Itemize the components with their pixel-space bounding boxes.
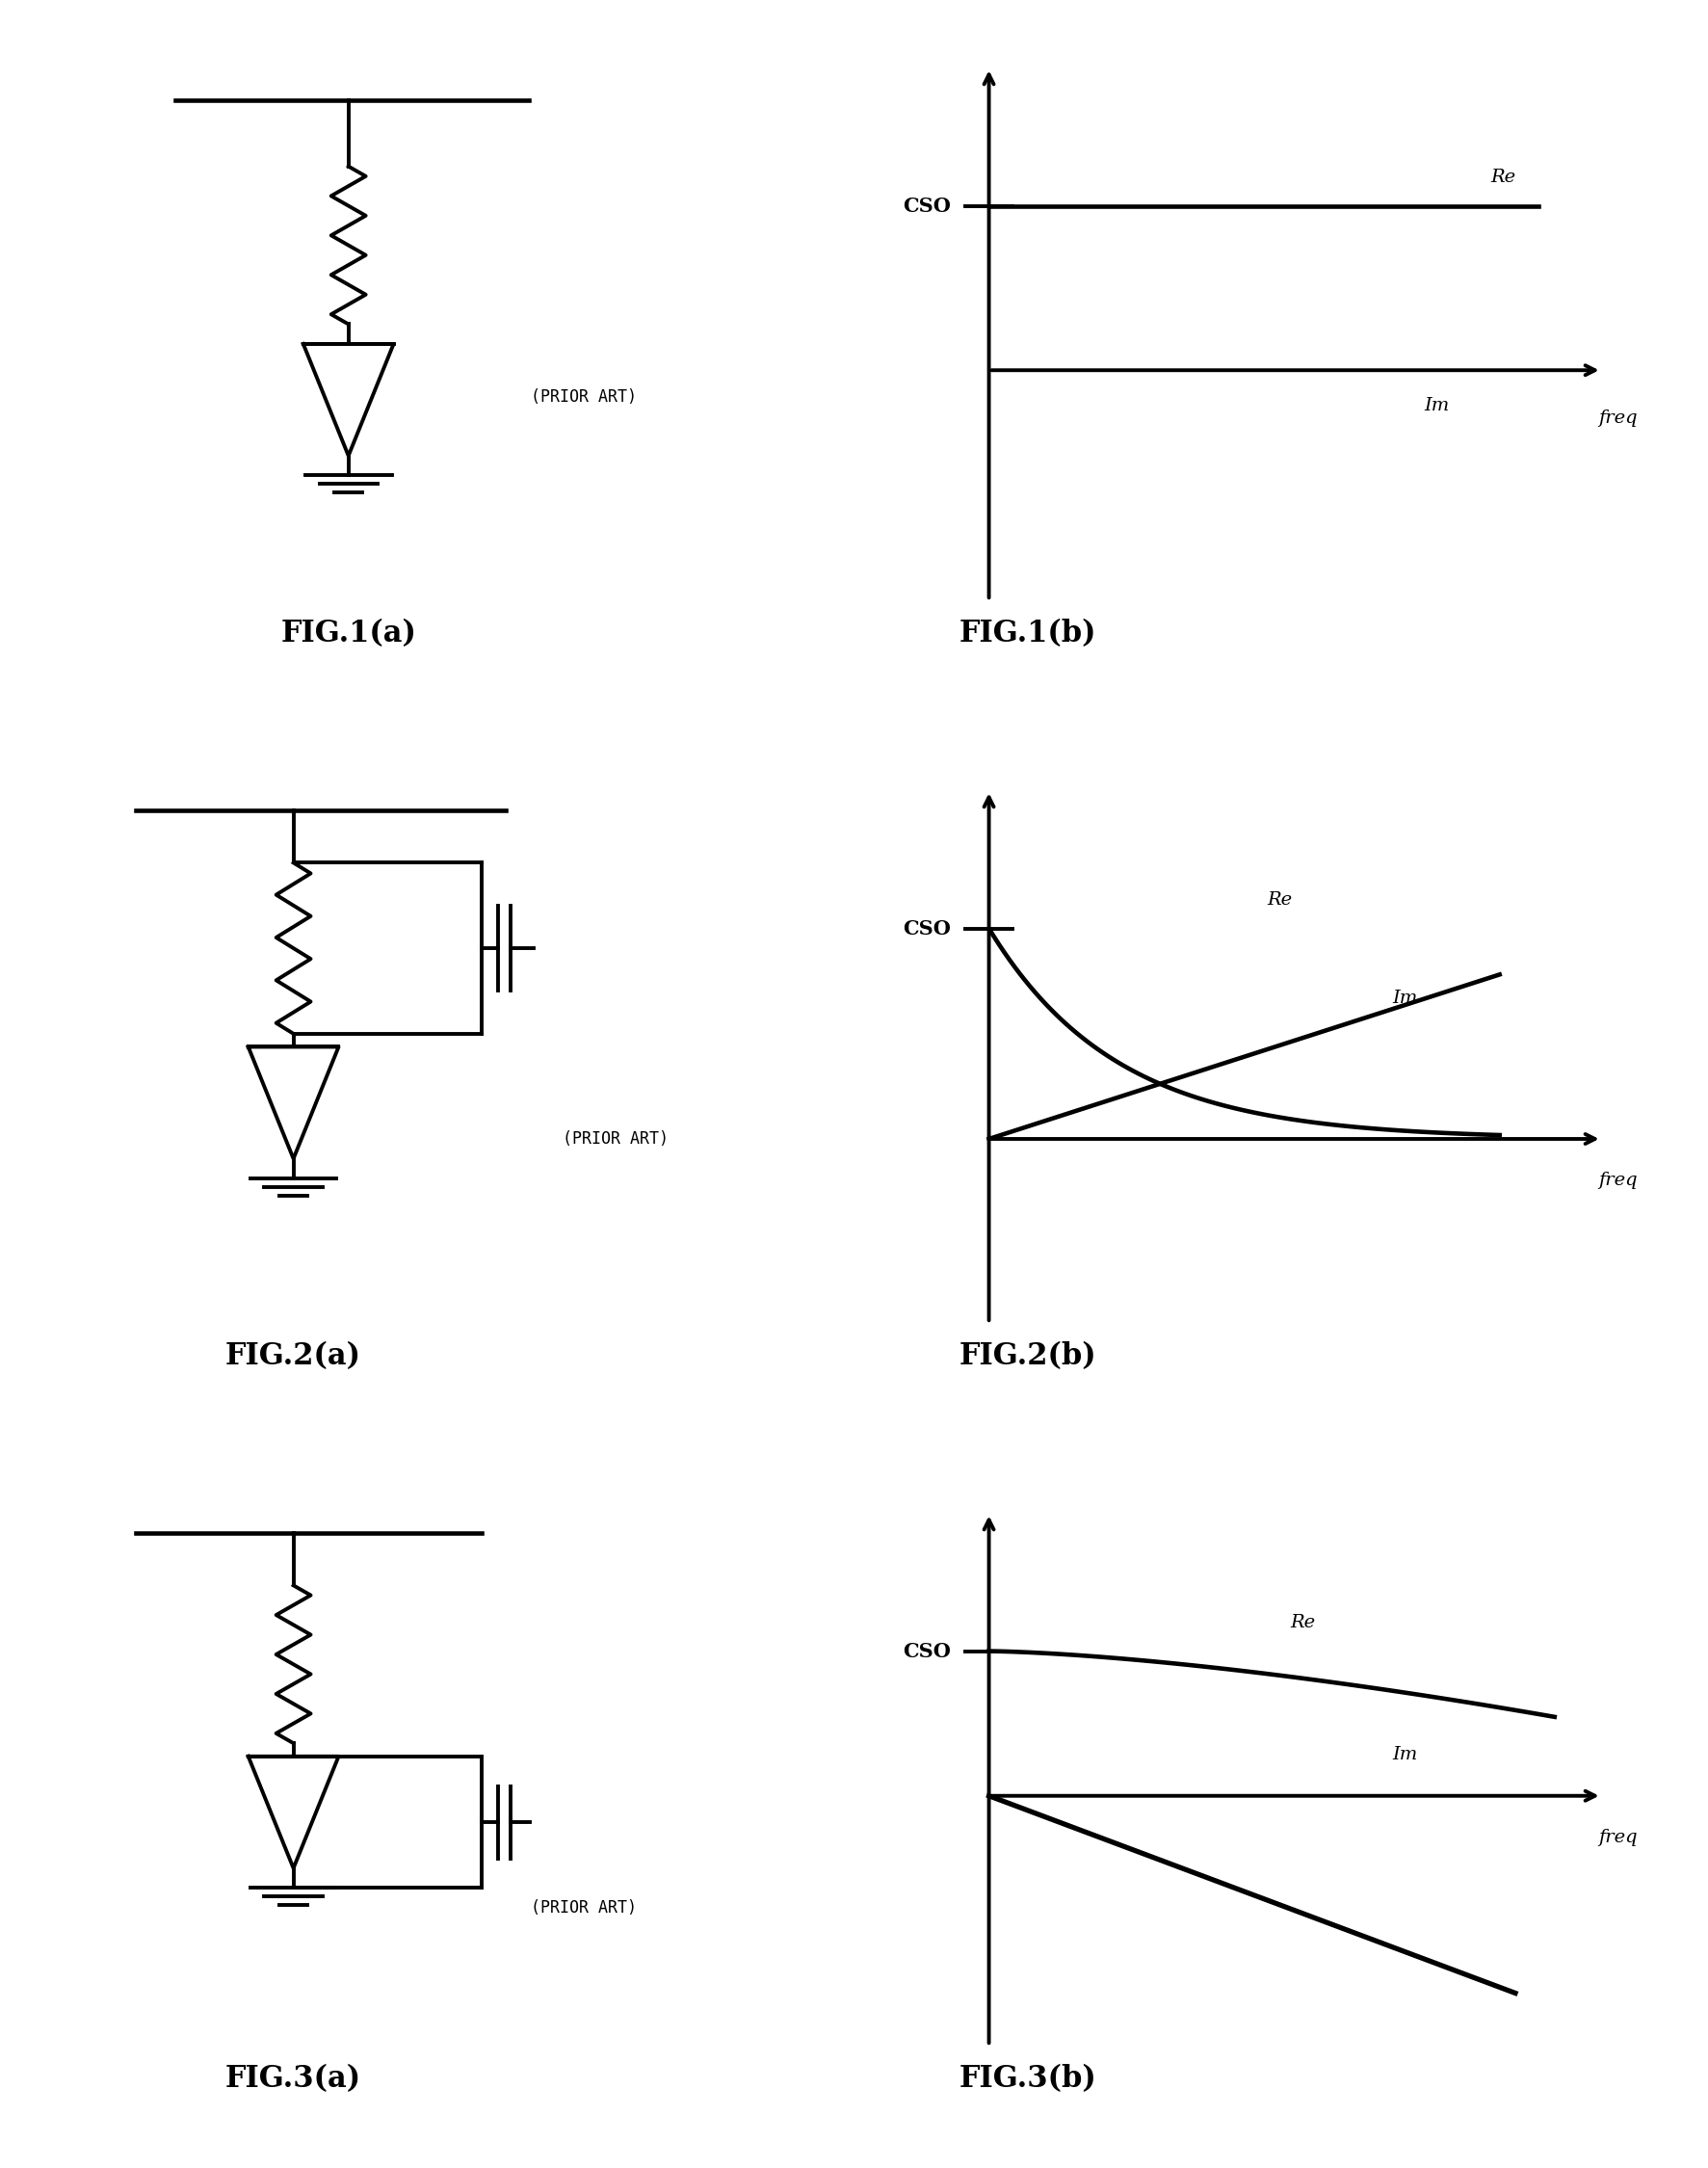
Text: CSO: CSO [902,1641,951,1661]
Text: freq: freq [1599,1828,1636,1845]
Text: (PRIOR ART): (PRIOR ART) [562,1130,668,1147]
Text: FIG.3(b): FIG.3(b) [960,2064,1097,2094]
Text: FIG.1(b): FIG.1(b) [960,618,1097,648]
Text: Im: Im [1392,991,1418,1008]
Text: FIG.3(a): FIG.3(a) [225,2064,362,2094]
Text: freq: freq [1599,1171,1636,1188]
Text: Re: Re [1267,891,1293,908]
Text: Re: Re [1291,1613,1315,1630]
Text: FIG.2(b): FIG.2(b) [960,1342,1097,1370]
Text: CSO: CSO [902,919,951,939]
Text: (PRIOR ART): (PRIOR ART) [531,1899,637,1917]
Text: FIG.2(a): FIG.2(a) [225,1342,362,1370]
Text: (PRIOR ART): (PRIOR ART) [531,388,637,405]
Text: CSO: CSO [902,195,951,215]
Text: Re: Re [1489,169,1515,186]
Text: Im: Im [1424,397,1450,414]
Text: freq: freq [1599,410,1636,427]
Text: FIG.1(a): FIG.1(a) [280,618,417,648]
Text: Im: Im [1392,1745,1418,1763]
